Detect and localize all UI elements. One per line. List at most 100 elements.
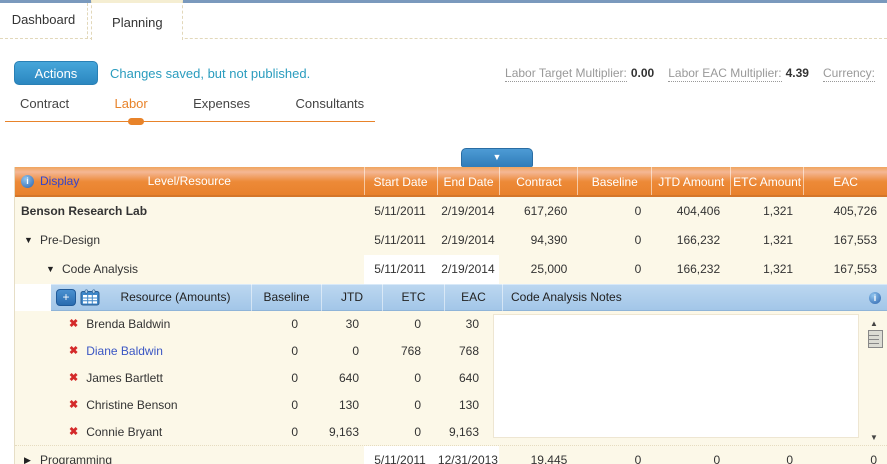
jtd-cell: 9,163 [328, 425, 359, 439]
etc-cell[interactable]: 0 [414, 398, 421, 412]
etc-cell[interactable]: 0 [414, 371, 421, 385]
subheader-notes: Code Analysis Notes [502, 284, 869, 311]
subheader-eac[interactable]: EAC [444, 284, 502, 311]
expander-collapsed-icon[interactable]: ▶ [24, 455, 31, 464]
delete-icon[interactable]: ✖ [69, 426, 79, 438]
tab-dashboard[interactable]: Dashboard [0, 3, 88, 39]
jtd-cell: 166,232 [676, 262, 721, 276]
eac-cell: 640 [458, 371, 479, 385]
baseline-cell[interactable]: 0 [291, 425, 298, 439]
labor-target-multiplier-label[interactable]: Labor Target Multiplier: [505, 66, 627, 82]
tab-labor[interactable]: Labor [114, 96, 148, 111]
end-date-input-cell[interactable]: 12/31/2013 [436, 446, 500, 464]
delete-icon[interactable]: ✖ [69, 318, 79, 330]
grid-header: i Display Level/Resource Start Date End … [15, 167, 887, 197]
table-row-benson-research-lab: Benson Research Lab 5/11/2011 2/19/2014 … [15, 197, 887, 226]
actions-button[interactable]: Actions [14, 61, 98, 85]
top-accent-line [0, 0, 887, 3]
scroll-up-icon[interactable]: ▲ [870, 319, 878, 328]
eac-cell: 30 [465, 317, 479, 331]
start-date-input-cell[interactable]: 5/11/2011 [363, 446, 437, 464]
expander-expanded-icon[interactable]: ▼ [24, 235, 33, 245]
etc-cell[interactable]: 0 [414, 317, 421, 331]
currency-label[interactable]: Currency: [822, 66, 875, 82]
status-message: Changes saved, but not published. [110, 65, 311, 81]
start-date-input-cell[interactable]: 5/11/2011 [363, 255, 437, 284]
resource-link[interactable]: Diane Baldwin [86, 344, 163, 358]
header-etc-amount[interactable]: ETC Amount [730, 167, 803, 195]
resource-row-connie-bryant: ✖ Connie Bryant 0 9,163 0 9,163 [15, 419, 887, 446]
row-label: Programming [40, 453, 113, 464]
header-contract[interactable]: Contract [499, 167, 577, 195]
etc-cell[interactable]: 768 [400, 344, 421, 358]
info-icon[interactable]: i [869, 291, 881, 304]
subheader-resource[interactable]: Resource (Amounts) [120, 290, 231, 304]
eac-cell: 0 [870, 453, 877, 464]
delete-icon[interactable]: ✖ [69, 372, 79, 384]
metrics: Labor Target Multiplier: 0.00 Labor EAC M… [505, 66, 879, 82]
scroll-down-icon[interactable]: ▼ [870, 433, 878, 442]
row-label: Code Analysis [62, 262, 139, 276]
subheader-jtd[interactable]: JTD [321, 284, 382, 311]
tab-planning[interactable]: Planning [91, 0, 184, 40]
scrollbar-thumb[interactable] [868, 330, 883, 348]
row-label: Pre-Design [40, 233, 101, 247]
baseline-cell: 0 [634, 233, 642, 247]
chevron-down-icon: ▼ [492, 152, 502, 162]
collapse-panel-button[interactable]: ▼ [461, 148, 533, 167]
calendar-icon[interactable] [80, 289, 100, 306]
labor-target-multiplier-value: 0.00 [630, 66, 655, 80]
etc-cell: 1,321 [763, 233, 794, 247]
tab-consultants[interactable]: Consultants [295, 96, 365, 111]
end-date-cell: 2/19/2014 [441, 204, 495, 218]
baseline-cell[interactable]: 0 [291, 317, 298, 331]
header-eac[interactable]: EAC [803, 167, 887, 195]
header-start-date[interactable]: Start Date [363, 167, 437, 195]
jtd-cell: 404,406 [676, 204, 721, 218]
jtd-cell: 166,232 [676, 233, 721, 247]
start-date-cell: 5/11/2011 [374, 233, 426, 247]
eac-cell: 405,726 [833, 204, 877, 218]
header-baseline[interactable]: Baseline [577, 167, 651, 195]
display-link[interactable]: Display [40, 174, 80, 188]
header-jtd-amount[interactable]: JTD Amount [651, 167, 730, 195]
etc-cell[interactable]: 0 [414, 425, 421, 439]
collapse-panel-area: ▼ [0, 122, 887, 167]
baseline-cell[interactable]: 0 [291, 398, 298, 412]
table-row-code-analysis: ▼ Code Analysis 5/11/2011 2/19/2014 25,0… [15, 255, 887, 284]
delete-icon[interactable]: ✖ [69, 345, 79, 357]
tab-contract[interactable]: Contract [20, 96, 70, 111]
baseline-cell: 0 [634, 453, 642, 464]
expander-expanded-icon[interactable]: ▼ [46, 264, 55, 274]
resource-row-james-bartlett: ✖ James Bartlett 0 640 0 640 [15, 365, 887, 392]
resource-row-diane-baldwin: ✖ Diane Baldwin 0 0 768 768 [15, 338, 887, 365]
subheader-etc[interactable]: ETC [382, 284, 444, 311]
header-level-resource-label: Level/Resource [147, 174, 231, 188]
labor-eac-multiplier-value: 4.39 [785, 66, 809, 80]
baseline-cell[interactable]: 0 [291, 371, 298, 385]
labor-eac-multiplier-label[interactable]: Labor EAC Multiplier: [668, 66, 782, 82]
add-resource-button[interactable]: + [56, 289, 76, 306]
etc-cell: 1,321 [763, 262, 794, 276]
resource-label: Brenda Baldwin [86, 317, 171, 331]
etc-cell: 1,321 [763, 204, 794, 218]
jtd-cell: 0 [713, 453, 721, 464]
row-name: ▶ Programming [15, 446, 364, 464]
subheader-baseline[interactable]: Baseline [251, 284, 321, 311]
section-tab-underline [5, 118, 375, 125]
contract-cell: 25,000 [530, 262, 568, 276]
start-date-cell: 5/11/2011 [374, 204, 426, 218]
end-date-cell: 2/19/2014 [441, 233, 495, 247]
header-end-date[interactable]: End Date [436, 167, 500, 195]
resource-name: ✖ James Bartlett [15, 365, 238, 392]
contract-cell: 617,260 [523, 204, 568, 218]
baseline-cell[interactable]: 0 [291, 344, 298, 358]
info-icon[interactable]: i [21, 174, 34, 188]
tab-expenses[interactable]: Expenses [193, 96, 251, 111]
resource-subgrid: ✖ Brenda Baldwin 0 30 0 30 ✖ Diane Baldw… [15, 311, 887, 446]
delete-icon[interactable]: ✖ [69, 399, 79, 411]
resource-subgrid-header: + Resource (Amounts) Baseline JTD ETC EA… [51, 284, 887, 311]
code-analysis-notes-textarea[interactable] [493, 314, 859, 438]
end-date-input-cell[interactable]: 2/19/2014 [436, 255, 500, 284]
notes-scrollbar: ▲ ▼ [867, 313, 885, 444]
